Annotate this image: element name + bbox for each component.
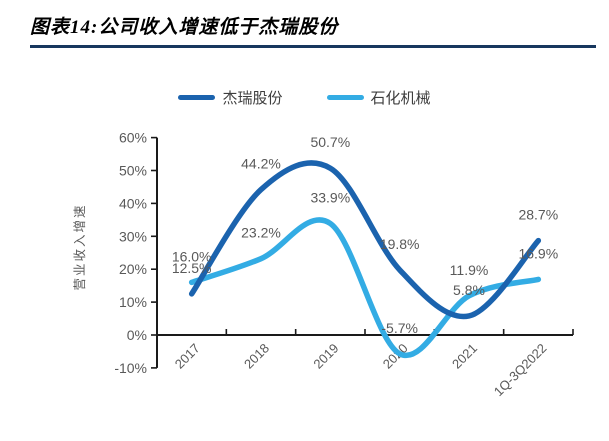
x-tick-label: 2019 <box>310 341 341 372</box>
series-line <box>188 217 542 359</box>
line-chart: 60%50%40%30%20%10%0%-10% 2017 2018 2019 2020… <box>72 130 574 400</box>
figure-title: 图表14:公司收入增速低于杰瑞股份 <box>30 17 339 38</box>
y-tick-label: 0% <box>127 327 147 343</box>
y-tick-label: 30% <box>119 228 147 244</box>
data-label: -5.7% <box>381 320 418 336</box>
y-tick-label: 60% <box>119 130 147 146</box>
y-tick-label: 50% <box>119 163 147 179</box>
series-line <box>188 160 542 320</box>
y-tick-label: 20% <box>119 261 147 277</box>
data-label: 33.9% <box>310 189 350 205</box>
chart-legend: 杰瑞股份 石化机械 <box>0 87 609 108</box>
data-label: 19.8% <box>380 236 420 252</box>
legend-line-swatch-light-blue <box>326 95 364 100</box>
data-label: 16.9% <box>518 245 558 261</box>
x-tick-label: 2018 <box>241 341 272 372</box>
legend-label-jerry: 杰瑞股份 <box>222 90 283 107</box>
legend-line-swatch-dark-blue <box>178 95 216 100</box>
x-tick-label: 2021 <box>449 341 480 372</box>
data-label: 23.2% <box>241 225 281 241</box>
data-label: 16.0% <box>172 248 212 264</box>
y-tick-label: -10% <box>114 360 147 376</box>
y-axis-title: 营业收入增速 <box>72 203 87 290</box>
x-tick-label: 2017 <box>172 341 203 372</box>
data-label: 5.8% <box>453 282 485 298</box>
figure-header: 图表14:公司收入增速低于杰瑞股份 <box>0 0 609 48</box>
chart-area: 杰瑞股份 石化机械 60% 50% 40% 30% 20% 10% 0% -10% 2017 20… <box>0 55 609 441</box>
y-tick-label: 40% <box>119 195 147 211</box>
x-tick-label: 1Q-3Q2022 <box>491 341 550 400</box>
data-label: 12.5% <box>172 260 212 276</box>
data-label: 44.2% <box>241 156 281 172</box>
data-label: 50.7% <box>310 134 350 150</box>
y-tick-label: 10% <box>119 294 147 310</box>
legend-item-jerry: 杰瑞股份 <box>178 87 283 108</box>
data-label: 11.9% <box>450 262 489 278</box>
legend-label-petrochem: 石化机械 <box>370 90 431 107</box>
data-label: 28.7% <box>518 207 558 223</box>
title-underline <box>30 45 596 48</box>
legend-item-petrochem: 石化机械 <box>326 87 431 108</box>
